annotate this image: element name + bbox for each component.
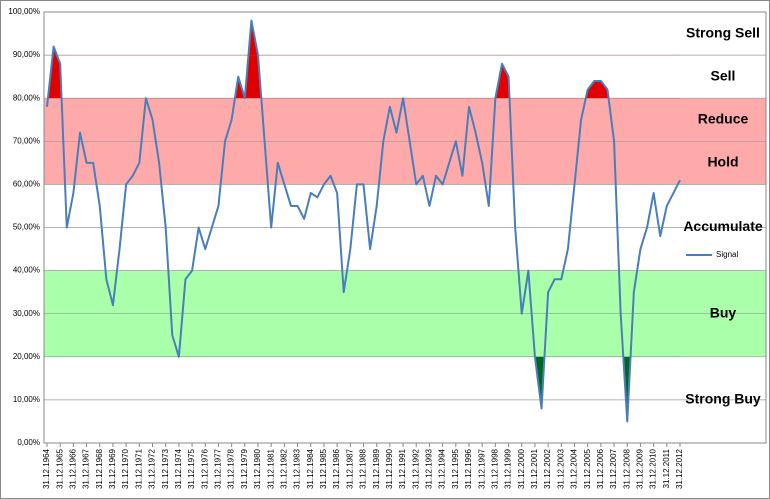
y-tick-label: 20,00% (13, 352, 40, 361)
x-tick-label: 31.12.1976 (200, 448, 209, 489)
x-tick-label: 31.12.1978 (227, 448, 236, 489)
x-tick-label: 31.12.2007 (609, 448, 618, 489)
plot-frame (43, 11, 767, 444)
x-tick-label: 31.12.1974 (174, 448, 183, 489)
zone-label: Hold (707, 154, 738, 170)
x-tick-label: 31.12.1967 (82, 448, 91, 489)
x-tick-label: 31.12.2009 (636, 448, 645, 489)
x-tick-label: 31.12.1971 (134, 448, 143, 489)
zone-band (44, 141, 766, 185)
x-tick-label: 31.12.1968 (95, 448, 104, 489)
zone-label: Strong Buy (685, 391, 761, 407)
y-tick-label: 60,00% (13, 180, 40, 189)
x-tick-label: 31.12.1984 (306, 448, 315, 489)
y-tick-label: 0,00% (17, 438, 40, 447)
zone-label: Accumulate (683, 218, 763, 234)
y-tick-label: 90,00% (13, 50, 40, 59)
x-tick-label: 31.12.1998 (490, 448, 499, 489)
x-tick-label: 31.12.1982 (279, 448, 288, 489)
x-tick-label: 31.12.1985 (319, 448, 328, 489)
y-tick-label: 40,00% (13, 266, 40, 275)
x-tick-label: 31.12.2008 (622, 448, 631, 489)
x-tick-label: 31.12.1986 (332, 448, 341, 489)
x-tick-label: 31.12.1988 (359, 448, 368, 489)
x-tick-label: 31.12.1973 (161, 448, 170, 489)
x-tick-label: 31.12.1992 (411, 448, 420, 489)
x-tick-label: 31.12.2000 (517, 448, 526, 489)
x-tick-label: 31.12.1980 (253, 448, 262, 489)
x-tick-label: 31.12.2003 (556, 448, 565, 489)
x-tick-label: 31.12.1977 (214, 448, 223, 489)
x-tick-label: 31.12.2010 (649, 448, 658, 489)
x-tick-label: 31.12.1979 (240, 448, 249, 489)
x-tick-label: 31.12.1975 (187, 448, 196, 489)
x-tick-label: 31.12.1965 (55, 448, 64, 489)
x-tick-label: 31.12.1999 (504, 448, 513, 489)
zone-label: Strong Sell (686, 24, 760, 40)
x-tick-label: 31.12.1995 (451, 448, 460, 489)
y-tick-label: 50,00% (13, 223, 40, 232)
x-tick-label: 31.12.2005 (583, 448, 592, 489)
signal-line (46, 19, 681, 423)
y-tick-label: 70,00% (13, 136, 40, 145)
x-tick-label: 31.12.1996 (464, 448, 473, 489)
x-tick-label: 31.12.1969 (108, 448, 117, 489)
x-tick-label: 31.12.2004 (570, 448, 579, 489)
y-tick-label: 100,00% (8, 7, 40, 16)
x-tick-label: 31.12.2011 (662, 448, 671, 488)
x-tick-label: 31.12.1990 (385, 448, 394, 489)
x-tick-label: 31.12.2002 (543, 448, 552, 489)
y-tick-label: 30,00% (13, 309, 40, 318)
x-tick-label: 31.12.1964 (42, 448, 51, 489)
x-tick-label: 31.12.1993 (425, 448, 434, 489)
x-tick-label: 31.12.2001 (530, 448, 539, 489)
x-tick-label: 31.12.1994 (438, 448, 447, 489)
x-tick-label: 31.12.1970 (121, 448, 130, 489)
zone-label: Sell (711, 67, 736, 83)
zone-label: Reduce (698, 110, 749, 126)
legend-label: Signal (716, 250, 738, 259)
y-tick-label: 10,00% (13, 395, 40, 404)
y-tick-label: 80,00% (13, 93, 40, 102)
x-tick-label: 31.12.1983 (293, 448, 302, 489)
zone-label: Buy (710, 304, 737, 320)
x-tick-label: 31.12.1991 (398, 448, 407, 489)
x-tick-label: 31.12.1989 (372, 448, 381, 489)
x-tick-label: 31.12.1987 (345, 448, 354, 489)
x-tick-label: 31.12.2012 (675, 448, 684, 489)
x-tick-label: 31.12.1981 (266, 448, 275, 489)
x-tick-label: 31.12.1997 (477, 448, 486, 489)
x-tick-label: 31.12.1972 (148, 448, 157, 489)
x-tick-label: 31.12.2006 (596, 448, 605, 489)
x-tick-label: 31.12.1966 (68, 448, 77, 489)
